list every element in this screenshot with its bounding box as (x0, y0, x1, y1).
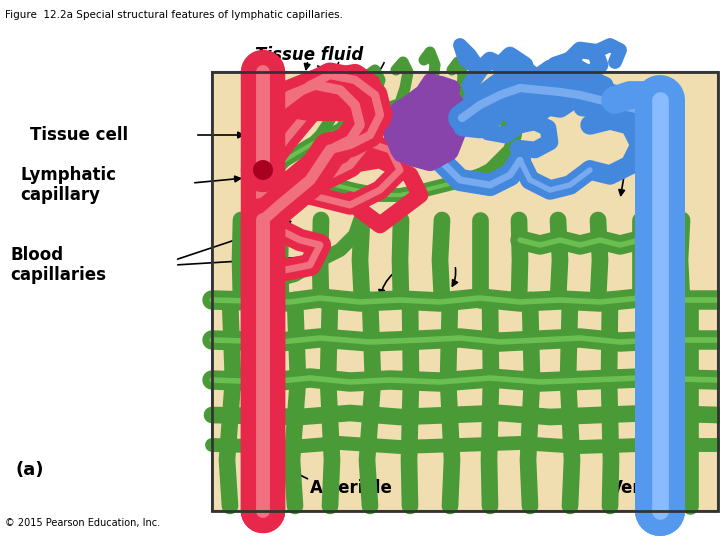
Text: Tissue cell: Tissue cell (30, 126, 128, 144)
Ellipse shape (642, 100, 678, 120)
Circle shape (245, 152, 281, 188)
Text: © 2015 Pearson Education, Inc.: © 2015 Pearson Education, Inc. (5, 518, 160, 528)
Bar (212, 72, 718, 511)
Circle shape (253, 160, 273, 180)
Bar (212, 72, 718, 511)
Circle shape (245, 152, 281, 188)
Text: Venule: Venule (610, 479, 674, 497)
Text: Arteriole: Arteriole (310, 479, 393, 497)
Circle shape (253, 160, 273, 180)
Text: Figure  12.2a Special structural features of lymphatic capillaries.: Figure 12.2a Special structural features… (5, 10, 343, 20)
Text: Lymphatic
capillary: Lymphatic capillary (20, 166, 116, 205)
Text: Blood
capillaries: Blood capillaries (10, 246, 106, 285)
Text: Tissue fluid: Tissue fluid (255, 46, 364, 64)
Text: (a): (a) (16, 461, 44, 479)
